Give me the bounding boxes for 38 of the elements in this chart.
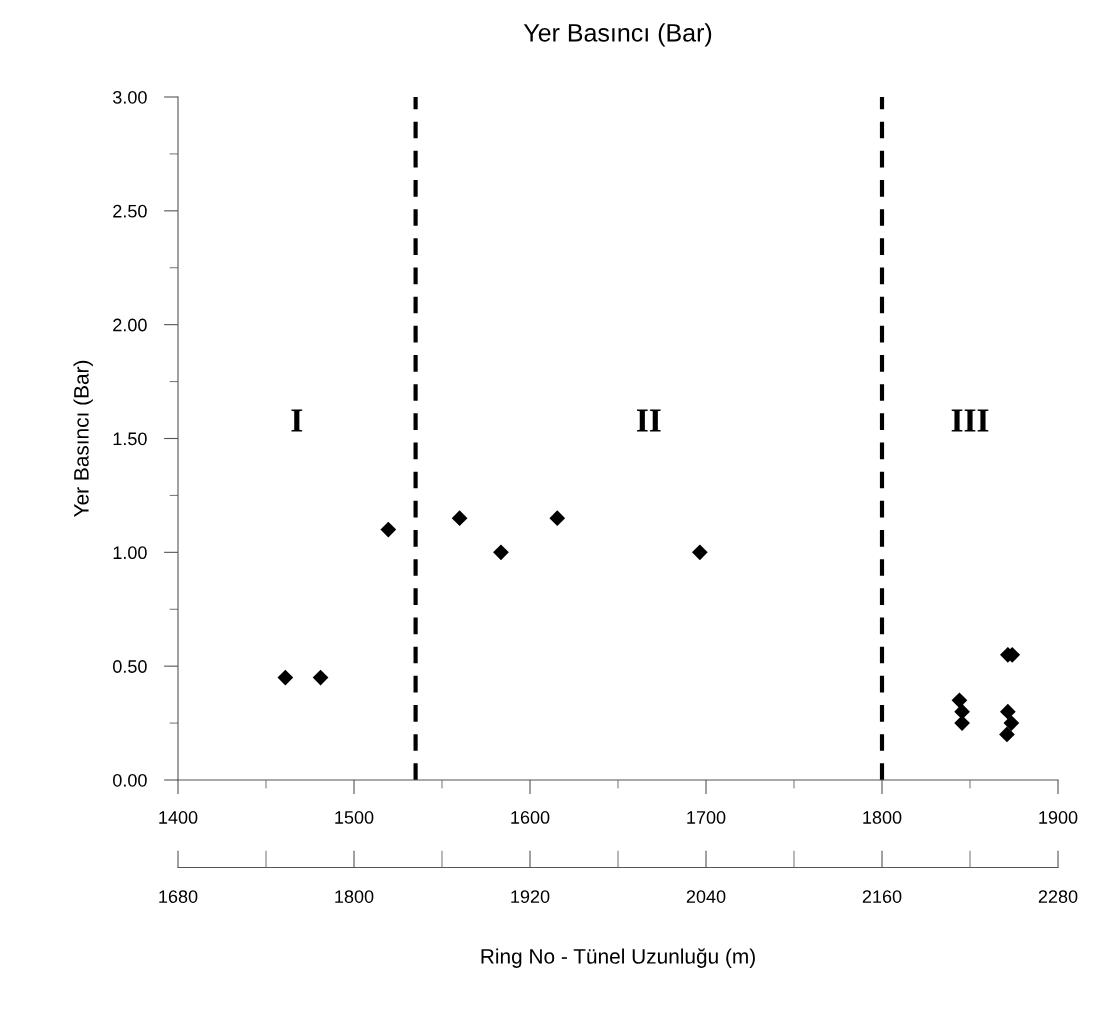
x2-tick-label: 1800 [335,890,374,903]
x2-tick-label: 1920 [511,890,550,903]
x-tick-label: 1800 [863,811,902,824]
y-tick-label: 2.00 [113,318,147,332]
x-axis-title: Ring No - Tünel Uzunluğu (m) [481,948,755,968]
point [954,715,970,731]
point [312,669,329,686]
x-tick-label: 1700 [687,811,726,824]
y-tick-label: 0.00 [113,773,147,787]
x-tick-label: 1400 [159,811,198,824]
point [493,544,509,561]
annotation: III [951,409,989,432]
point [954,703,970,720]
point [1003,715,1020,731]
y-tick-label: 1.50 [113,432,147,446]
x-tick-label: 1500 [335,811,374,824]
y-tick-label: 0.50 [113,660,147,673]
point [451,510,468,527]
x2-tick-label: 2280 [1038,890,1078,903]
y-tick-label: 2.50 [113,204,147,218]
x2-tick-label: 1680 [159,890,198,903]
point [549,510,566,527]
point [277,669,294,686]
x2-tick-label: 2040 [686,890,726,903]
annotation: I [291,409,303,432]
y-tick-label: 1.00 [113,546,147,560]
point [999,726,1015,743]
point [999,703,1016,720]
point [380,521,397,538]
point [691,544,708,561]
y-tick-label: 3.00 [113,90,147,104]
point [951,692,968,709]
y-axis-title: Yer Basıncı (Bar) [73,360,93,517]
x2-tick-label: 2160 [862,890,902,903]
annotation: II [636,409,661,432]
x-tick-label: 1600 [511,811,550,824]
x-tick-label: 1900 [1039,811,1078,824]
chart-title: Yer Basıncı (Bar) [523,23,712,47]
